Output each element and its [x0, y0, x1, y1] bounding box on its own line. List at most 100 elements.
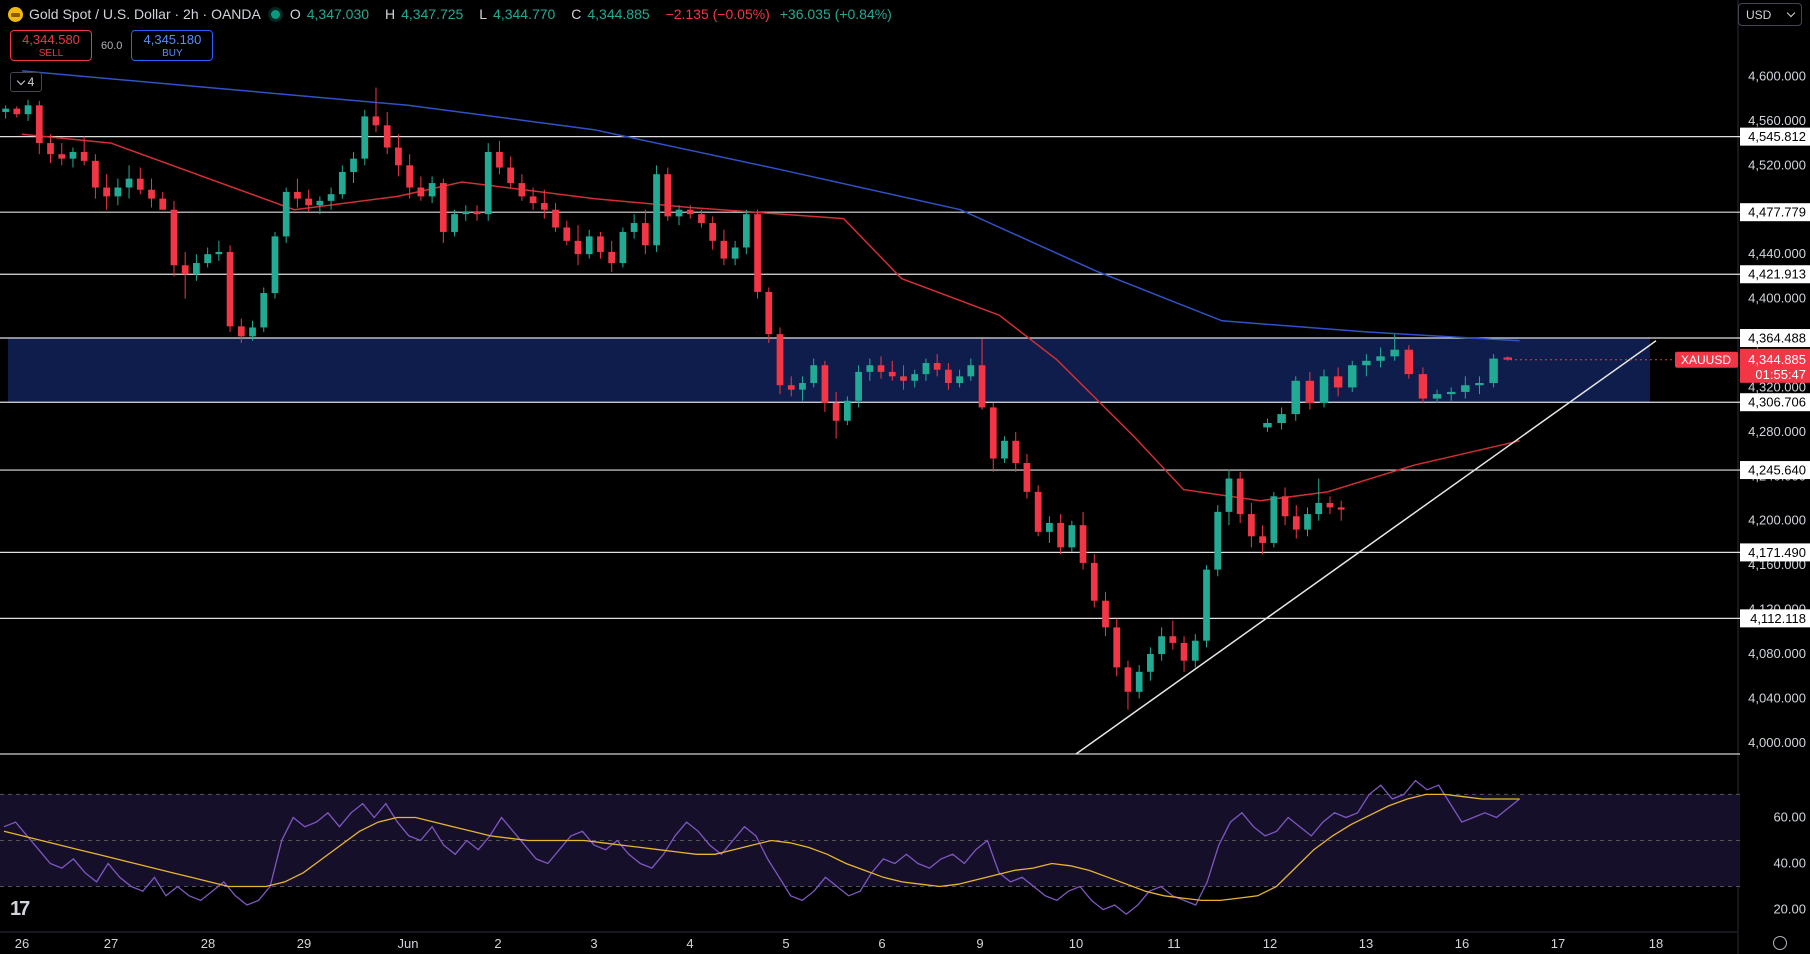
high-value: 4,347.725 — [401, 6, 464, 22]
candle-body — [1090, 562, 1098, 601]
y-tick-label: 4,000.000 — [1748, 735, 1806, 750]
candle-body — [1124, 667, 1132, 692]
level-label-bg — [1740, 543, 1810, 562]
candle-body — [608, 251, 616, 264]
candle-body — [1418, 374, 1428, 399]
gear-icon[interactable] — [1773, 936, 1787, 950]
y-tick-label: 4,040.000 — [1748, 690, 1806, 705]
current-price-value: 4,344.885 — [1748, 352, 1806, 367]
tradingview-logo-icon[interactable]: 17 — [10, 898, 30, 920]
candle-body — [698, 214, 705, 224]
level-label: 4,112.118 — [1750, 611, 1806, 626]
x-tick-label: 4 — [686, 936, 693, 951]
candle-body — [383, 125, 391, 148]
candle-body — [731, 247, 739, 259]
x-tick-label: 28 — [201, 936, 215, 951]
candle-body — [989, 407, 997, 459]
candle-body — [843, 400, 851, 421]
candle-body — [1362, 360, 1371, 366]
candle-body — [855, 371, 862, 401]
candle-body — [1291, 380, 1300, 415]
candle-body — [754, 214, 761, 292]
candle-body — [529, 196, 537, 204]
candle-body — [978, 365, 986, 408]
x-tick-label: 9 — [976, 936, 983, 951]
candle-body — [1135, 671, 1143, 692]
candle-body — [260, 293, 268, 328]
candle-body — [1158, 636, 1165, 655]
low-label: L — [479, 6, 488, 22]
level-label-bg — [1740, 127, 1810, 146]
candle-body — [540, 203, 548, 210]
candle-body — [1248, 514, 1255, 537]
x-tick-label: 27 — [104, 936, 118, 951]
symbol-info[interactable]: Gold Spot / U.S. Dollar · 2h · OANDA — [8, 6, 290, 22]
candle-body — [35, 105, 43, 144]
chevron-down-icon — [1786, 8, 1796, 17]
currency-selector[interactable]: USD — [1738, 3, 1802, 26]
candle-body — [1263, 422, 1272, 428]
candle-body — [249, 327, 256, 337]
candle-body — [92, 160, 99, 188]
candle-body — [585, 236, 593, 255]
candle-body — [1326, 502, 1334, 508]
symbol-title[interactable]: Gold Spot / U.S. Dollar · 2h · OANDA — [29, 6, 261, 22]
candle-body — [1333, 376, 1343, 388]
ohlc-values: O 4,347.030 H 4,347.725 L 4,344.770 C 4,344.… — [290, 6, 898, 22]
candle-body — [1180, 642, 1188, 661]
candle-body — [305, 198, 313, 206]
candle-body — [159, 198, 167, 210]
candle-body — [1079, 525, 1087, 563]
x-tick-label: 17 — [1551, 936, 1565, 951]
candle-body — [619, 231, 627, 264]
sell-button[interactable]: 4,344.580 SELL — [10, 30, 92, 61]
candle-body — [181, 265, 189, 275]
candle-body — [1319, 376, 1329, 403]
candle-body — [1270, 496, 1278, 543]
x-tick-label: 10 — [1069, 936, 1083, 951]
candle-body — [563, 227, 571, 241]
resistance-zone — [8, 338, 1650, 403]
buy-button[interactable]: 4,345.180 BUY — [131, 30, 214, 61]
trade-panel: 4,344.580 SELL 60.0 4,345.180 BUY — [10, 30, 214, 61]
rsi-line — [3, 779, 1521, 916]
candle-body — [821, 365, 829, 403]
sell-label: SELL — [38, 48, 64, 59]
x-tick-label: Jun — [398, 936, 419, 951]
candle-body — [1404, 349, 1414, 375]
ascending-trendline — [1075, 340, 1657, 755]
candle-body — [338, 171, 346, 195]
y-tick-label: 4,280.000 — [1748, 424, 1806, 439]
candle-body — [372, 116, 380, 126]
level-label-bg — [1740, 393, 1810, 412]
candle-body — [204, 254, 211, 264]
candle-body — [327, 194, 335, 201]
candle-body — [114, 187, 122, 197]
gold-bar-icon — [8, 6, 23, 22]
candle-body — [507, 167, 515, 184]
candle-body — [1390, 349, 1399, 357]
x-tick-label: 16 — [1455, 936, 1469, 951]
candle-body — [866, 365, 874, 372]
candle-body — [496, 151, 503, 168]
indicators-toggle-button[interactable]: 4 — [10, 72, 42, 92]
x-tick-label: 29 — [297, 936, 311, 951]
level-label: 4,245.640 — [1748, 463, 1806, 478]
candle-body — [1236, 478, 1244, 515]
candle-body — [888, 371, 896, 377]
candle-body — [462, 211, 470, 215]
chart-header: Gold Spot / U.S. Dollar · 2h · OANDA O 4,… — [0, 0, 898, 28]
candle-body — [1315, 502, 1323, 515]
candle-body — [1203, 569, 1210, 641]
candle-body — [653, 174, 660, 246]
candle-body — [1305, 380, 1315, 403]
y-tick-label: 4,200.000 — [1748, 513, 1806, 528]
candle-body — [80, 151, 88, 161]
candle-body — [361, 116, 369, 159]
candle-body — [1337, 507, 1345, 510]
candle-body — [933, 363, 941, 370]
candle-body — [787, 385, 795, 390]
candle-body — [1475, 383, 1484, 386]
candle-body — [226, 251, 234, 327]
